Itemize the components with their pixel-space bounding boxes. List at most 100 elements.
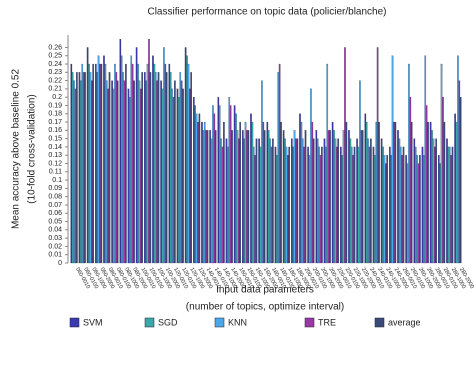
bar xyxy=(319,155,322,264)
y-tick-label: 0.12 xyxy=(48,160,62,167)
bar xyxy=(156,80,158,264)
bar xyxy=(149,72,152,264)
bar xyxy=(364,113,367,264)
bar xyxy=(259,146,262,264)
bar xyxy=(398,138,401,264)
bar xyxy=(163,47,165,264)
bar xyxy=(372,146,375,264)
y-tick-label: 0.1 xyxy=(52,177,62,184)
bar xyxy=(76,72,78,264)
bar xyxy=(235,113,237,264)
bar xyxy=(161,88,164,264)
bar xyxy=(213,113,216,264)
legend-label: KNN xyxy=(228,317,247,327)
y-tick-label: 0.02 xyxy=(48,243,62,250)
bar xyxy=(73,80,75,264)
bar xyxy=(439,163,441,264)
bar xyxy=(152,55,154,264)
bar xyxy=(97,55,100,264)
bar xyxy=(280,121,282,264)
bar xyxy=(168,63,171,264)
bar xyxy=(282,130,285,264)
bar xyxy=(435,138,437,264)
bar xyxy=(359,80,361,264)
y-axis-title: (10-fold cross-validation) xyxy=(27,94,38,204)
bar xyxy=(231,130,233,264)
bar xyxy=(127,88,130,264)
bar xyxy=(81,63,84,264)
bar xyxy=(333,130,335,264)
bar xyxy=(276,155,278,264)
y-tick-label: 0.01 xyxy=(48,252,62,259)
bar xyxy=(425,105,428,264)
bar xyxy=(432,138,435,264)
bar xyxy=(423,155,425,264)
bar xyxy=(348,130,350,264)
bar xyxy=(374,155,376,264)
bar xyxy=(107,88,109,264)
bar xyxy=(203,121,206,264)
bar xyxy=(171,88,173,264)
bar xyxy=(397,130,399,264)
bar xyxy=(340,146,342,264)
y-tick-label: 0.15 xyxy=(48,135,62,142)
bar xyxy=(277,72,280,264)
bar xyxy=(443,121,446,264)
bar xyxy=(190,72,192,264)
y-tick-label: 0.17 xyxy=(48,119,62,126)
y-tick-label: 0.13 xyxy=(48,152,62,159)
bar xyxy=(252,146,255,264)
legend-label: SVM xyxy=(83,317,103,327)
bar xyxy=(99,63,101,264)
bar xyxy=(119,39,122,264)
bar xyxy=(144,72,146,264)
bar xyxy=(84,72,86,264)
bar xyxy=(239,121,241,264)
bar xyxy=(386,155,388,264)
y-tick-label: 0.14 xyxy=(48,144,62,151)
y-tick-label: 0.05 xyxy=(48,218,62,225)
legend-swatch xyxy=(69,317,80,328)
bar xyxy=(148,39,150,264)
bar xyxy=(229,105,232,264)
bar xyxy=(390,155,392,264)
y-tick-label: 0.04 xyxy=(48,227,62,234)
bar xyxy=(311,121,314,264)
bar xyxy=(391,55,394,264)
y-tick-label: 0.19 xyxy=(48,102,62,109)
bar xyxy=(357,146,360,264)
bar xyxy=(251,121,254,264)
bar xyxy=(212,105,214,264)
bar xyxy=(125,63,127,264)
y-tick-label: 0.21 xyxy=(48,86,62,93)
y-tick-label: 0.16 xyxy=(48,127,62,134)
bar xyxy=(233,105,236,264)
bar xyxy=(154,72,157,264)
bar xyxy=(133,80,135,264)
bar xyxy=(178,97,180,264)
bar xyxy=(349,138,352,264)
bar xyxy=(263,130,266,264)
bar xyxy=(448,146,451,264)
bar xyxy=(91,80,93,264)
x-axis-title: (number of topics, optimize interval) xyxy=(186,302,344,313)
bar xyxy=(274,146,277,264)
bar xyxy=(111,80,113,264)
bar xyxy=(243,138,245,264)
bar xyxy=(329,130,331,264)
bar xyxy=(447,146,450,264)
bar xyxy=(78,72,81,264)
legend-label: SGD xyxy=(158,317,178,327)
bar xyxy=(88,63,90,264)
bar xyxy=(194,105,196,264)
bar xyxy=(375,121,378,264)
y-tick-label: 0.26 xyxy=(48,44,62,51)
legend-swatch xyxy=(214,317,225,328)
bar xyxy=(238,138,240,264)
bar xyxy=(378,121,380,264)
bar xyxy=(401,155,403,264)
bar xyxy=(383,155,386,264)
bar xyxy=(104,63,107,264)
bar xyxy=(189,88,191,264)
